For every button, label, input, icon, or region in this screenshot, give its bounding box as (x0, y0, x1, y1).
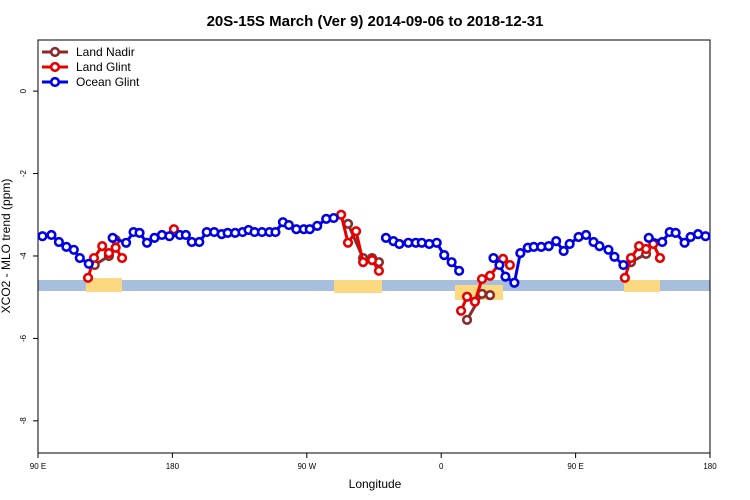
x-tick-label: 180 (166, 462, 180, 471)
data-point (342, 237, 354, 248)
data-point (564, 238, 575, 250)
y-tick-label: -4 (19, 252, 28, 260)
data-point (350, 226, 362, 237)
data-point (594, 240, 605, 252)
data-point (618, 259, 629, 271)
data-point (103, 247, 115, 259)
data-point (37, 231, 48, 242)
data-point (455, 305, 467, 316)
data-point (504, 259, 515, 271)
data-point (373, 265, 385, 276)
data-point (88, 252, 100, 264)
data-point (180, 229, 191, 241)
legend-swatch (49, 61, 61, 73)
y-tick-label: -6 (19, 334, 28, 342)
data-point (431, 237, 442, 248)
data-point (509, 277, 520, 288)
data-point (82, 272, 94, 283)
data-point (194, 236, 205, 248)
data-point (270, 226, 281, 238)
data-point (283, 219, 294, 231)
data-point (543, 240, 554, 252)
data-point (439, 250, 450, 261)
data-point (500, 271, 511, 282)
data-point (53, 236, 65, 248)
data-point (643, 232, 654, 243)
x-tick-label: 180 (703, 462, 717, 471)
y-tick-label: 0 (19, 88, 28, 93)
data-point (74, 252, 85, 264)
data-point (609, 251, 620, 262)
legend-swatch (49, 46, 61, 58)
land-patch (624, 280, 660, 292)
x-tick-label: 90 W (297, 462, 316, 471)
surface-band (38, 278, 710, 300)
data-point (488, 252, 499, 264)
data-point (494, 259, 505, 271)
data-point (134, 227, 145, 238)
data-point (625, 252, 637, 264)
series (82, 209, 666, 316)
data-point (107, 232, 118, 243)
data-point (328, 212, 339, 224)
data-point (357, 257, 369, 268)
data-point (97, 240, 108, 252)
data-point (476, 273, 488, 285)
data-point (110, 242, 121, 253)
legend-swatch (49, 76, 61, 88)
data-point (657, 236, 668, 248)
data-point (603, 244, 614, 255)
data-point (454, 265, 465, 276)
data-point (640, 243, 652, 255)
data-point (558, 245, 569, 257)
data-point (515, 247, 526, 259)
land-patch (86, 278, 122, 292)
data-point (121, 237, 132, 248)
data-point (312, 220, 323, 231)
data-point (469, 296, 481, 307)
land-patch (334, 280, 382, 293)
y-tick-label: -8 (19, 417, 28, 425)
data-point (580, 229, 592, 241)
x-tick-label: 90 E (30, 462, 46, 471)
data-point (164, 231, 175, 242)
data-point (446, 257, 457, 268)
plot-frame (37, 39, 711, 454)
data-point (679, 237, 690, 248)
x-tick-label: 0 (439, 462, 444, 471)
data-point (700, 231, 711, 242)
data-point (394, 238, 405, 250)
series (37, 212, 711, 288)
data-point (619, 272, 630, 283)
data-point (83, 258, 94, 269)
y-tick-label: -2 (19, 169, 28, 177)
data-point (116, 252, 128, 264)
data-point (461, 314, 473, 325)
data-point (654, 252, 666, 264)
legend-label: Land Glint (76, 60, 131, 74)
data-point (141, 237, 153, 248)
legend-label: Land Nadir (76, 45, 135, 59)
x-axis-label: Longitude (349, 477, 402, 491)
data-point (551, 236, 562, 247)
data-point (461, 291, 473, 302)
data-point (168, 224, 179, 235)
data-point (484, 270, 496, 281)
data-point (484, 290, 496, 301)
y-axis-label: XCO2 - MLO trend (ppm) (0, 179, 13, 314)
x-tick-label: 90 E (567, 462, 583, 471)
data-point (366, 255, 378, 266)
chart-title: 20S-15S March (Ver 9) 2014-09-06 to 2018… (207, 13, 544, 30)
data-point (68, 244, 79, 255)
legend-label: Ocean Glint (76, 75, 140, 89)
data-point (46, 229, 57, 241)
data-point (670, 227, 681, 238)
